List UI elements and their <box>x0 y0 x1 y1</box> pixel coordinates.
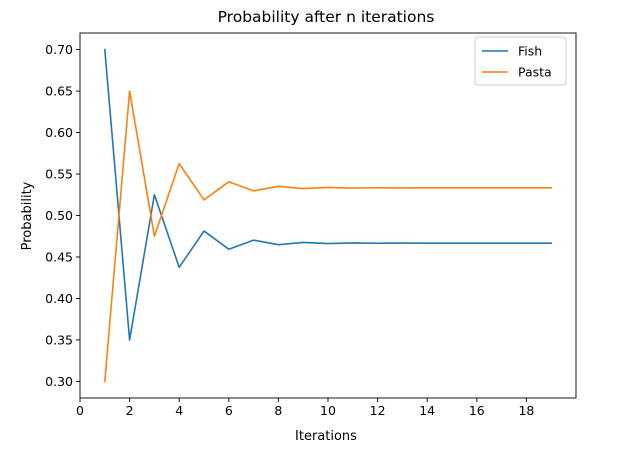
x-tick-label: 18 <box>518 403 534 418</box>
y-tick-label: 0.60 <box>45 125 73 140</box>
legend: Fish Pasta <box>474 36 567 86</box>
y-tick-label: 0.65 <box>45 84 73 99</box>
legend-label-fish: Fish <box>518 44 542 59</box>
x-tick-label: 2 <box>126 403 134 418</box>
x-axis-label: Iterations <box>295 429 357 444</box>
y-tick-label: 0.55 <box>45 167 73 182</box>
chart-title: Probability after n iterations <box>218 8 435 26</box>
series-line-fish <box>103 48 553 341</box>
legend-box <box>474 36 567 86</box>
y-tick-label: 0.45 <box>45 249 73 264</box>
x-tick-label: 4 <box>175 403 183 418</box>
x-tick-label: 10 <box>320 403 336 418</box>
y-tick-label: 0.50 <box>45 208 73 223</box>
legend-label-pasta: Pasta <box>518 65 552 80</box>
y-axis-label: Probability <box>20 181 35 250</box>
y-tick-label: 0.30 <box>45 374 73 389</box>
x-tick-label: 12 <box>370 403 386 418</box>
y-tick-label: 0.70 <box>45 42 73 57</box>
y-tick-label: 0.35 <box>45 332 73 347</box>
x-tick-label: 16 <box>469 403 485 418</box>
y-tick-label: 0.40 <box>45 291 73 306</box>
plot-area: 0 2 4 6 8 10 12 14 16 18 0.30 0.35 0.40 0.45 0.50 0.55 0… <box>45 32 577 418</box>
x-tick-label: 0 <box>76 403 84 418</box>
series-line-pasta <box>103 90 553 383</box>
x-tick-label: 14 <box>419 403 435 418</box>
x-tick-label: 6 <box>225 403 233 418</box>
x-tick-label: 8 <box>274 403 282 418</box>
